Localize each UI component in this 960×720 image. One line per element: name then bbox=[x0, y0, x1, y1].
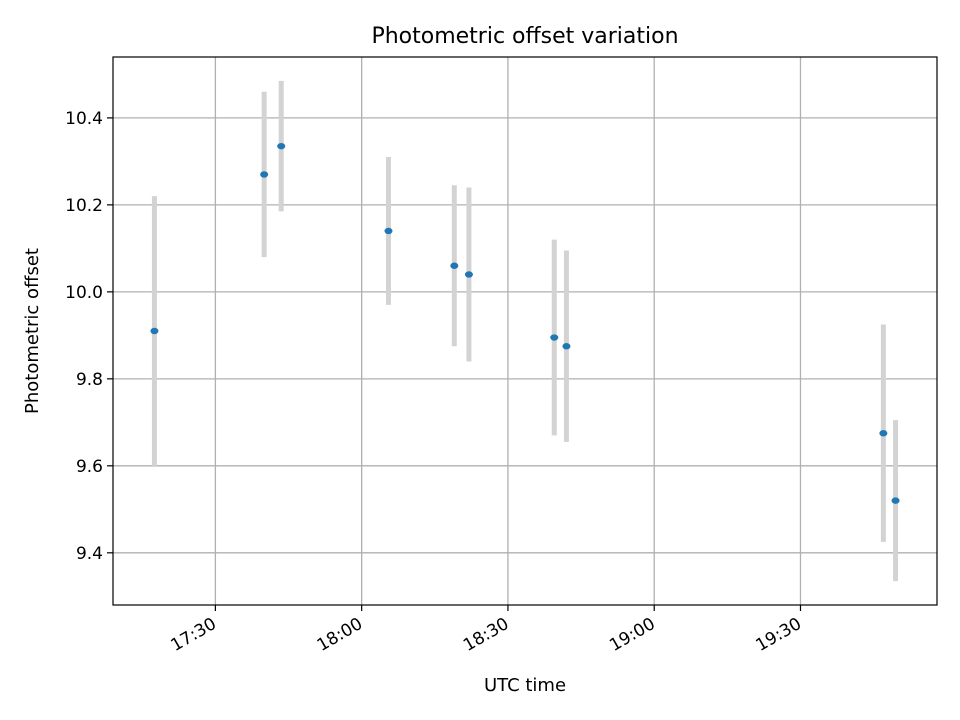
y-axis-ticks: 9.4 9.6 9.8 10.0 10.2 10.4 bbox=[65, 109, 113, 564]
data-point bbox=[150, 327, 159, 335]
data-point bbox=[384, 227, 393, 235]
y-tick-label: 9.8 bbox=[76, 370, 103, 390]
data-points bbox=[150, 142, 900, 504]
y-tick-label: 10.2 bbox=[65, 196, 103, 216]
data-point bbox=[450, 262, 459, 269]
data-point bbox=[464, 271, 473, 278]
y-tick-label: 10.4 bbox=[65, 109, 103, 129]
y-tick-label: 10.0 bbox=[65, 283, 103, 303]
x-axis-label: UTC time bbox=[484, 675, 566, 696]
plot-area bbox=[113, 57, 937, 605]
data-point bbox=[891, 497, 900, 504]
data-point bbox=[277, 142, 286, 150]
y-tick-label: 9.6 bbox=[76, 457, 103, 477]
y-tick-label: 9.4 bbox=[76, 544, 103, 564]
data-point bbox=[879, 430, 888, 437]
data-point bbox=[562, 343, 571, 350]
grid bbox=[113, 57, 937, 605]
chart-title: Photometric offset variation bbox=[371, 24, 678, 49]
plot-frame bbox=[112, 56, 938, 606]
data-point bbox=[550, 334, 559, 341]
data-point bbox=[260, 171, 269, 178]
y-axis-label: Photometric offset bbox=[22, 248, 43, 414]
